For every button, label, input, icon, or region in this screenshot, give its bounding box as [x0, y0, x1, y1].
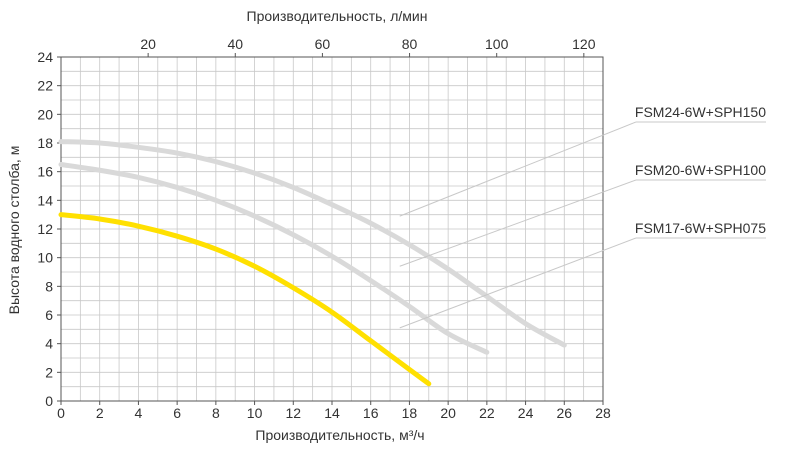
- x-tick-label: 24: [518, 405, 534, 421]
- x-tick-label: 20: [440, 405, 456, 421]
- x2-tick-label: 20: [140, 36, 156, 52]
- x-tick-label: 0: [57, 405, 65, 421]
- x-tick-label: 12: [285, 405, 301, 421]
- y-tick-label: 16: [37, 164, 53, 180]
- y-tick-label: 12: [37, 221, 53, 237]
- y-tick-label: 8: [45, 278, 53, 294]
- y-tick-label: 4: [45, 336, 53, 352]
- x-tick-label: 22: [479, 405, 495, 421]
- series-curve-FSM24-6W+SPH150: [58, 139, 567, 348]
- y-axis-title: Высота водного столба, м: [6, 146, 22, 315]
- legend-leader-line: [399, 237, 637, 329]
- x-tick-label: 18: [402, 405, 418, 421]
- series-curve-FSM17-6W+SPH075: [58, 212, 432, 387]
- x2-tick-label: 120: [572, 36, 596, 52]
- x2-tick-label: 100: [485, 36, 509, 52]
- legend-label: FSM24-6W+SPH150: [635, 104, 766, 120]
- x-tick-label: 10: [247, 405, 263, 421]
- x2-tick-label: 40: [227, 36, 243, 52]
- y-tick-label: 2: [45, 364, 53, 380]
- x-tick-label: 16: [363, 405, 379, 421]
- y-tick-label: 24: [37, 49, 53, 65]
- legend-label: FSM20-6W+SPH100: [635, 162, 766, 178]
- grid: [61, 57, 603, 401]
- series-curves: [58, 139, 567, 387]
- x-tick-label: 26: [556, 405, 572, 421]
- y-tick-label: 18: [37, 135, 53, 151]
- y-tick-label: 10: [37, 250, 53, 266]
- y-tick-label: 20: [37, 106, 53, 122]
- series-curve-FSM20-6W+SPH100: [58, 162, 490, 355]
- x2-tick-label: 60: [315, 36, 331, 52]
- x-axis-title: Производительность, м³/ч: [255, 427, 424, 443]
- x2-axis-title: Производительность, л/мин: [247, 8, 428, 24]
- x-tick-label: 2: [96, 405, 104, 421]
- x2-tick-label: 80: [402, 36, 418, 52]
- legend-leader-line: [399, 179, 637, 267]
- x-tick-label: 28: [595, 405, 611, 421]
- legend-label: FSM17-6W+SPH075: [635, 220, 766, 236]
- x-tick-label: 8: [212, 405, 220, 421]
- legend-leader-line: [399, 121, 637, 217]
- x-tick-label: 4: [135, 405, 143, 421]
- y-tick-label: 6: [45, 307, 53, 323]
- x-tick-label: 14: [324, 405, 340, 421]
- y-tick-label: 22: [37, 78, 53, 94]
- x-tick-label: 6: [173, 405, 181, 421]
- y-tick-label: 0: [45, 393, 53, 409]
- tick-labels: 0 2 4 6 8 10 12 14 16 18 20 22 24 26 28024681012141618…: [37, 36, 611, 421]
- y-tick-label: 14: [37, 192, 53, 208]
- legend: FSM24-6W+SPH150 FSM20-6W+SPH100 FSM17-6W+S…: [399, 104, 766, 329]
